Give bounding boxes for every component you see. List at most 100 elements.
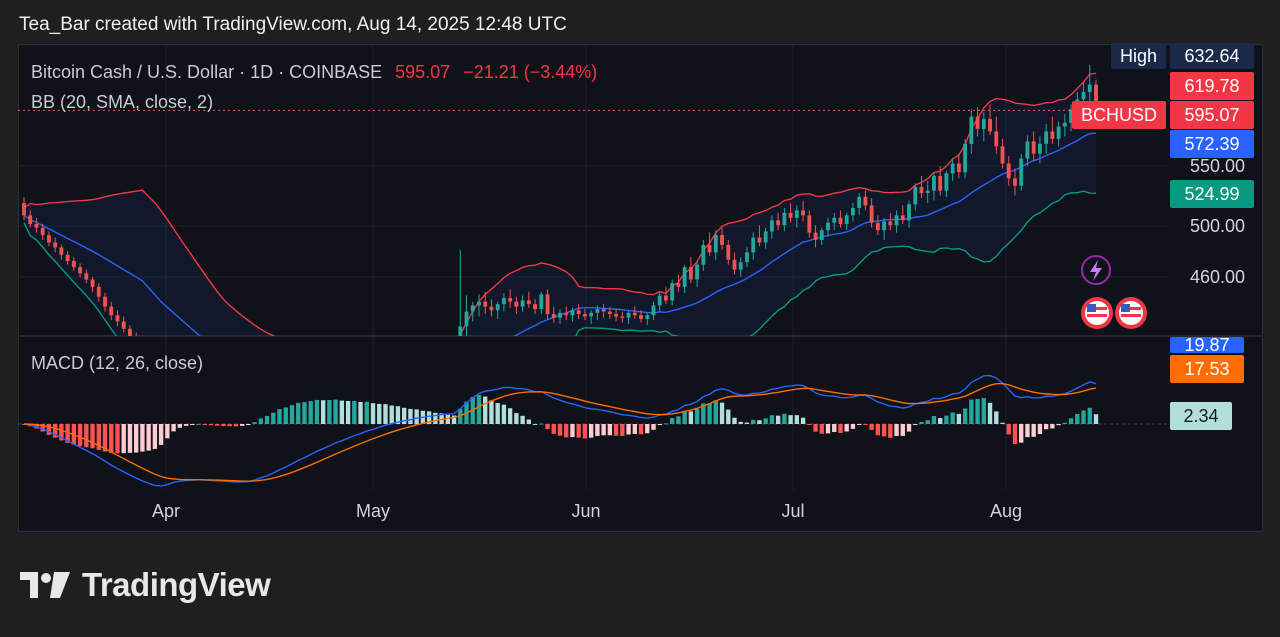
candle-body [46, 235, 51, 243]
macd-hist-bar [1012, 424, 1018, 444]
candle-body [863, 196, 868, 206]
candle-body [620, 316, 625, 318]
candle-body [682, 267, 687, 287]
price-axis: 550.00 500.00 460.00 High 632.64 619.78 BCHUSD… [1072, 43, 1254, 430]
candle [695, 262, 700, 287]
macd-hist-bar [115, 424, 120, 454]
candle [701, 240, 706, 271]
macd-hist-bar [1043, 424, 1049, 430]
macd-hist-bar [433, 412, 438, 424]
candle [84, 269, 89, 284]
candle [109, 301, 114, 321]
candle [582, 309, 587, 321]
chart-svg[interactable]: Apr May Jun Jul Aug 550.00 500.00 460.00 High 632… [0, 0, 1280, 537]
candle-body [676, 283, 681, 287]
candle-body [601, 309, 606, 312]
candle [801, 200, 806, 222]
candle-body [639, 315, 643, 319]
macd-hist-bar [46, 424, 52, 435]
candle-body [121, 321, 126, 329]
candle-body [545, 294, 550, 314]
candle [228, 394, 232, 406]
candle [396, 366, 400, 377]
macd-hist-bar [507, 408, 513, 424]
candle-body [956, 163, 961, 173]
macd-hist-bar [520, 415, 525, 424]
event-icons [1081, 255, 1147, 329]
price-tick-label: 550.00 [1190, 156, 1245, 176]
candle [863, 190, 868, 211]
macd-hist-bar [215, 424, 220, 426]
candle [751, 232, 756, 260]
candle [234, 399, 238, 413]
macd-hist-bar [165, 424, 170, 439]
macd-hist-bar [819, 424, 824, 434]
candle [483, 291, 488, 314]
macd-hist-bar [221, 424, 226, 426]
candle [626, 310, 631, 324]
candle-body [526, 300, 531, 305]
candle [327, 388, 331, 399]
macd-pane [18, 374, 1168, 487]
candle-body [421, 363, 425, 364]
candle-body [470, 305, 475, 312]
macd-hist-bar [557, 424, 563, 436]
candle [1069, 104, 1074, 132]
macd-hist-bar [688, 411, 694, 424]
candle-body [1013, 178, 1017, 186]
high-label-tag-bg [1111, 43, 1166, 69]
candle-body [838, 217, 843, 224]
candle [265, 400, 269, 411]
bb-lower-line [23, 190, 1097, 336]
candle [1031, 131, 1036, 162]
candle-body [228, 398, 232, 403]
macd-hist-bar [84, 424, 89, 448]
candle [309, 392, 313, 403]
candle-body [551, 314, 556, 318]
macd-hist-bar [296, 402, 301, 424]
macd-hist-bar [732, 417, 737, 424]
candle-body [278, 400, 282, 404]
candle-body [501, 297, 506, 305]
macd-hist-bar [969, 399, 974, 424]
candle-body [688, 267, 693, 280]
candle-body [788, 212, 793, 218]
candle [53, 237, 58, 253]
candle-body [489, 306, 494, 311]
candle-body [707, 244, 712, 253]
candle [869, 198, 874, 228]
macd-hist-bar [782, 413, 787, 424]
macd-hist-bar [408, 408, 413, 424]
macd-hist-bar [981, 398, 986, 424]
candle-body [495, 304, 500, 311]
macd-hist-bar [514, 413, 519, 424]
candle [427, 358, 431, 369]
macd-hist-bar [832, 424, 837, 433]
candle [34, 217, 39, 233]
macd-hist-bar [763, 418, 768, 424]
candle [359, 376, 363, 387]
candle-body [807, 215, 812, 233]
time-tick-label: Jun [571, 501, 600, 521]
candle [607, 306, 612, 319]
candle-body [359, 381, 363, 382]
grid [18, 45, 1263, 490]
macd-hist-bar [894, 424, 899, 436]
macd-hist-bar [283, 407, 288, 424]
footer-brand[interactable]: TradingView [20, 566, 271, 604]
chart-frame[interactable] [18, 44, 1263, 532]
candle-body [134, 336, 138, 345]
macd-hist-bar [663, 423, 669, 425]
candle [589, 310, 594, 324]
legend-change: −21.21 (−3.44%) [463, 62, 598, 82]
candle-body [508, 297, 513, 302]
macd-hist-bar [196, 423, 201, 425]
candle [664, 286, 668, 305]
macd-hist-bar [844, 424, 849, 432]
bb-lower-tag-bg [1170, 180, 1254, 208]
macd-hist-bar [532, 423, 538, 425]
candle [340, 382, 344, 393]
candle [944, 170, 949, 197]
candle-body [109, 306, 114, 316]
candle-body [607, 311, 612, 314]
